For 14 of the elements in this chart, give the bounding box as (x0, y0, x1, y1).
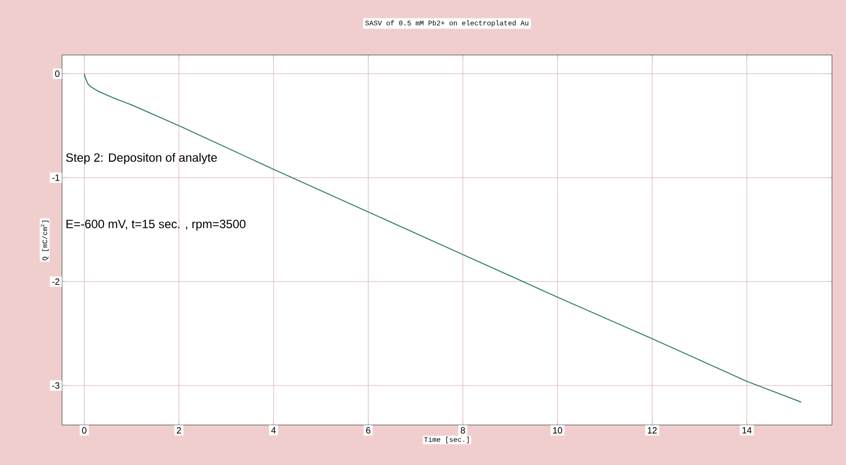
annotation: E=-600 mV, t=15 sec. , rpm=3500 (66, 220, 246, 231)
x-tick-label: 14 (742, 427, 752, 434)
y-tick-label: -1 (52, 174, 60, 181)
y-tick-label: -3 (52, 382, 60, 389)
x-tick-label: 4 (271, 427, 276, 434)
x-tick-label: 12 (648, 427, 657, 434)
y-tick-label: 0 (55, 70, 60, 77)
x-tick-label: 10 (553, 427, 562, 434)
x-tick-label: 0 (82, 427, 86, 434)
annotation: Step 2: Depositon of analyte (66, 153, 217, 164)
x-tick-label: 6 (366, 427, 370, 434)
y-tick-label: -2 (52, 278, 60, 285)
x-tick-label: 8 (460, 427, 465, 434)
x-tick-label: 2 (176, 427, 181, 434)
